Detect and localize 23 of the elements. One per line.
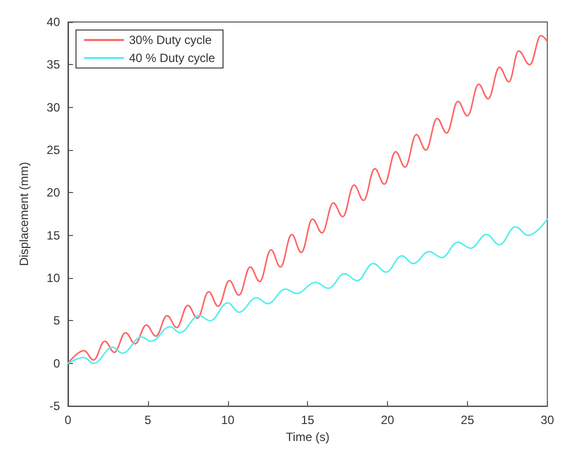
- line-series: [67, 218, 548, 364]
- legend-label: 30% Duty cycle: [129, 33, 212, 47]
- line-series: [67, 34, 548, 364]
- y-tick-label: 10: [46, 271, 60, 286]
- x-tick-label: 10: [221, 413, 235, 428]
- y-tick-label: 0: [53, 356, 60, 370]
- legend-label: 40 % Duty cycle: [129, 51, 216, 65]
- y-tick-label: 25: [46, 143, 60, 158]
- y-tick-label: 5: [53, 314, 60, 328]
- y-tick-label: 20: [46, 186, 60, 200]
- x-tick-label: 20: [380, 413, 395, 428]
- y-tick-label: 30: [46, 100, 60, 114]
- y-tick-label: 40: [46, 15, 60, 29]
- x-axis-title: Time (s): [286, 430, 330, 444]
- x-tick-label: 15: [300, 413, 315, 428]
- x-tick-label: 30: [540, 413, 554, 428]
- x-tick-label: 5: [144, 413, 152, 428]
- x-tick-label: 0: [64, 413, 72, 428]
- y-tick-label: 35: [46, 58, 60, 72]
- x-tick-label: 25: [460, 413, 474, 428]
- y-tick-label: 15: [46, 228, 60, 242]
- y-axis-title: Displacement (mm): [17, 162, 31, 266]
- y-tick-label: -5: [49, 399, 60, 414]
